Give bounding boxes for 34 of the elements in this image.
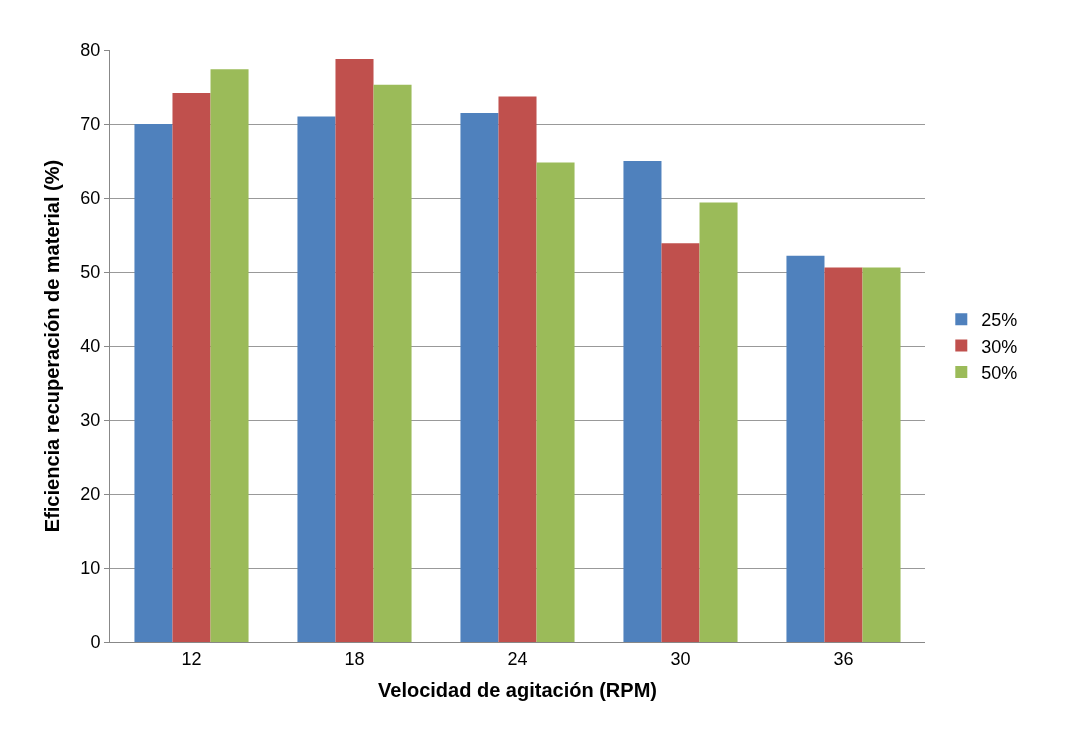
x-tick-label: 36 — [833, 648, 854, 669]
bar — [172, 92, 211, 642]
bar — [824, 267, 863, 642]
y-tick-label: 0 — [90, 632, 101, 653]
legend-label: 30% — [981, 336, 1018, 357]
y-tick-label: 80 — [80, 40, 101, 61]
x-tick-label: 12 — [181, 648, 202, 669]
bar — [460, 112, 499, 642]
bar — [373, 84, 412, 642]
legend-label: 50% — [981, 363, 1018, 384]
x-tick-label: 30 — [670, 648, 691, 669]
bar — [134, 124, 173, 642]
x-tick-label: 18 — [344, 648, 365, 669]
bar — [335, 58, 374, 642]
bar — [661, 243, 700, 642]
bar — [536, 162, 575, 642]
bar — [699, 202, 738, 642]
bar — [498, 96, 537, 642]
bar — [297, 116, 336, 642]
y-tick-label: 40 — [80, 336, 101, 357]
y-tick-label: 10 — [80, 558, 101, 579]
y-tick-label: 70 — [80, 114, 101, 135]
legend-label: 25% — [981, 310, 1018, 331]
x-tick-label: 24 — [507, 648, 528, 669]
y-axis-title: Eficiencia recuperación de material (%) — [40, 159, 63, 533]
x-axis-title: Velocidad de agitación (RPM) — [378, 679, 657, 702]
bar — [210, 69, 249, 642]
bar — [786, 255, 825, 642]
bar — [623, 161, 662, 642]
y-tick-label: 50 — [80, 262, 101, 283]
y-tick-label: 30 — [80, 410, 101, 431]
bar — [862, 267, 901, 642]
y-tick-label: 60 — [80, 188, 101, 209]
y-tick-label: 20 — [80, 484, 101, 505]
